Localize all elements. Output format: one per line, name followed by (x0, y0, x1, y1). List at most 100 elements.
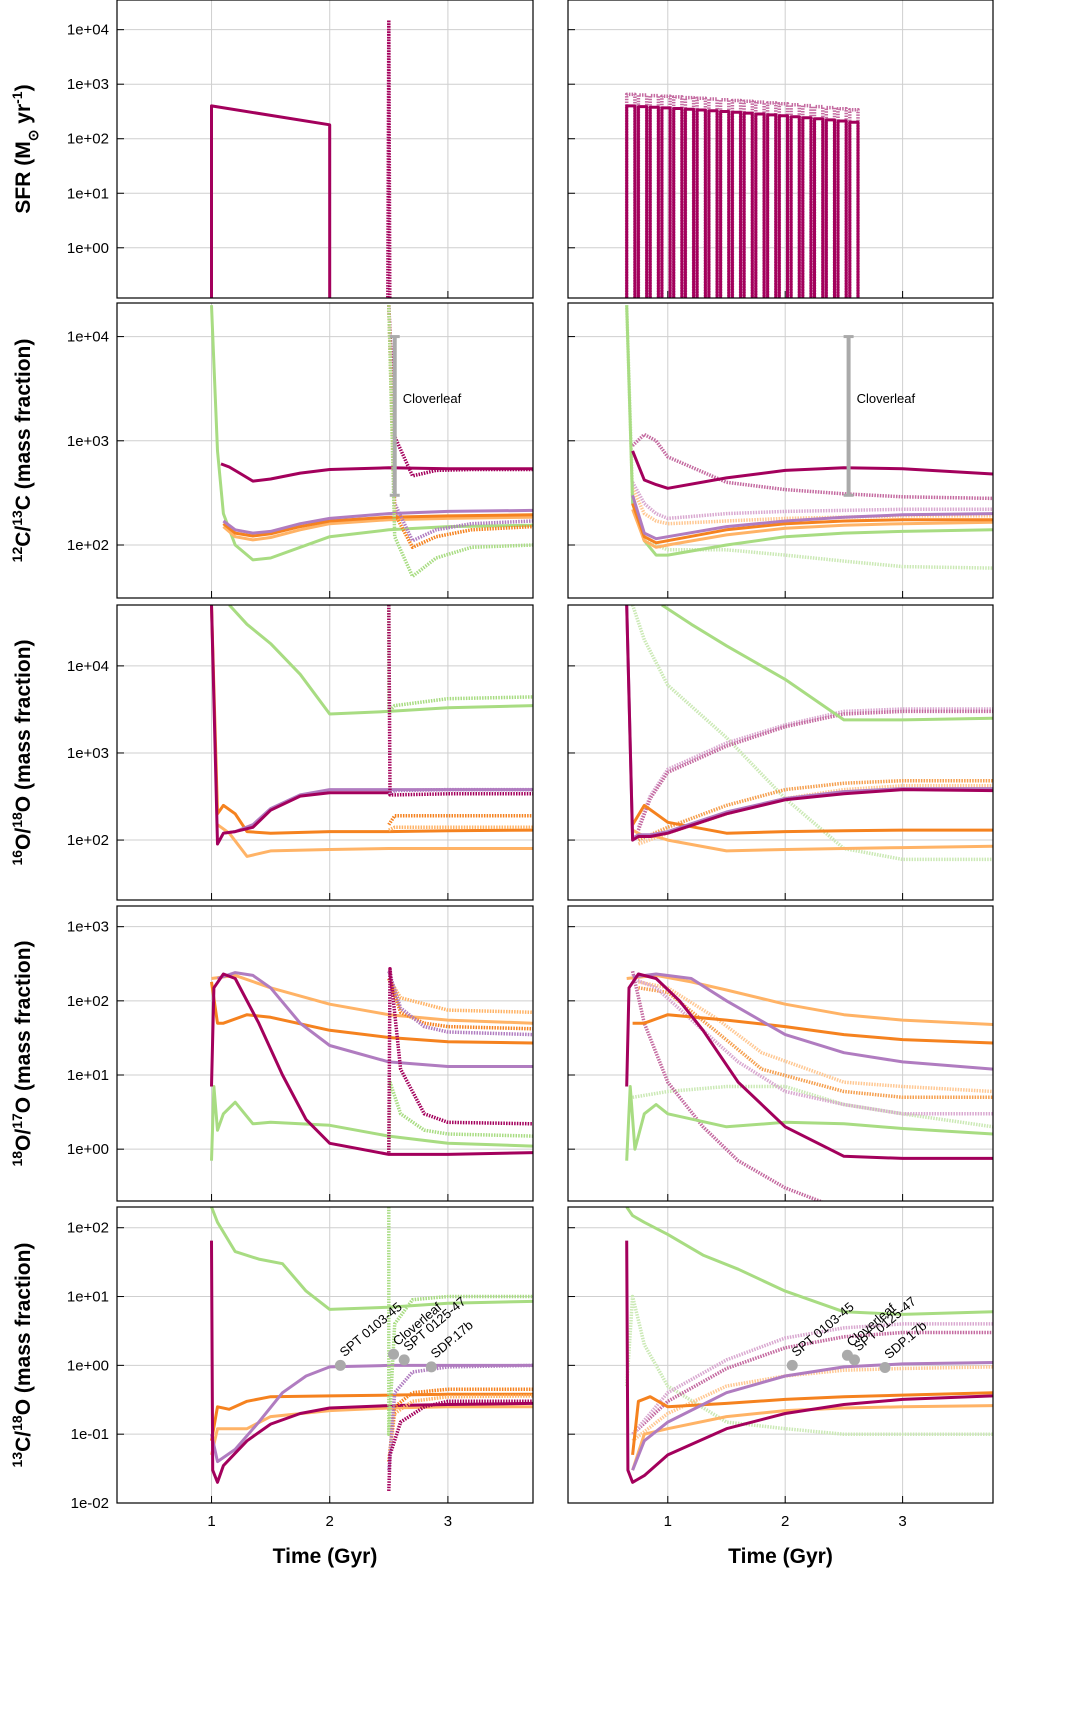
label-part: C/ (12, 526, 35, 547)
series-group (624, 1207, 993, 1484)
label-sup: 16 (9, 850, 25, 866)
series-line (387, 305, 533, 579)
series-line (387, 977, 533, 1015)
series-line (631, 1391, 993, 1456)
panel (567, 905, 994, 1202)
series-line (632, 1013, 993, 1045)
series-line (222, 508, 533, 535)
series-line (220, 462, 533, 483)
label-sup: 12 (9, 547, 25, 563)
series-line (222, 515, 533, 542)
y-tick-label: 1e+03 (67, 745, 109, 762)
series-group (210, 605, 533, 858)
x-tick-label: 2 (326, 1513, 334, 1530)
label-sup: 13 (9, 1452, 25, 1468)
series-group (210, 18, 392, 298)
label-part: yr (12, 104, 35, 130)
label-part: ) (12, 84, 35, 91)
y-axis-label: 13C/18O (mass fraction) (9, 1243, 35, 1468)
x-tick-label: 1 (207, 1513, 215, 1530)
series-line (630, 605, 993, 862)
series-line (630, 970, 825, 1201)
series-line (387, 305, 533, 478)
label-sup: 18 (9, 1151, 25, 1167)
series-line (222, 513, 533, 538)
series-line (638, 986, 993, 1100)
series-line (211, 973, 533, 1025)
y-tick-label: 1e+00 (67, 1357, 109, 1374)
panel-frame (116, 0, 534, 299)
panel-frame (567, 0, 994, 299)
data-point (425, 1361, 437, 1373)
data-point (848, 1354, 860, 1366)
series-line (210, 981, 533, 1045)
series-line (387, 787, 533, 797)
label-part: O (mass fraction) (12, 1243, 35, 1416)
series-line (625, 1207, 993, 1316)
label-sup: 13 (9, 510, 25, 526)
series-group (625, 605, 993, 862)
x-axis-label: Time (Gyr) (273, 1545, 378, 1568)
y-tick-label: 1e+03 (67, 76, 109, 93)
series-line (632, 972, 993, 1071)
y-axis-label: 12C/13C (mass fraction) (9, 339, 35, 563)
annotation-label: Cloverleaf (403, 391, 462, 406)
series-group (624, 305, 993, 570)
series-line (625, 605, 993, 842)
series-line (387, 1363, 533, 1471)
series-line (631, 1322, 993, 1436)
series-line (387, 605, 533, 797)
series-line (625, 605, 993, 840)
label-sup: 18 (9, 812, 25, 828)
series-line (217, 971, 533, 1068)
series-line (625, 1240, 993, 1484)
series-line (387, 1387, 533, 1462)
series-line (631, 1330, 993, 1436)
y-tick-label: 1e+02 (67, 537, 109, 554)
series-line (210, 972, 533, 1156)
data-point (334, 1359, 346, 1371)
series-line (631, 487, 993, 526)
y-tick-label: 1e+01 (67, 1067, 109, 1084)
series-line (631, 503, 993, 545)
series-line (210, 1363, 533, 1464)
annotation-label: Cloverleaf (857, 391, 916, 406)
series-line (637, 778, 993, 842)
series-line (636, 707, 993, 828)
series-group (210, 967, 533, 1161)
series-line (631, 803, 993, 835)
x-tick-label: 3 (898, 1513, 906, 1530)
panel-frame (567, 302, 994, 599)
label-sub: ⊙ (25, 130, 41, 142)
label-part: O/ (12, 828, 35, 850)
y-axis-label: SFR (M⊙ yr-1) (9, 84, 41, 213)
series-line (210, 104, 332, 298)
data-point (879, 1362, 891, 1374)
panel-frame (116, 604, 534, 901)
series-line (631, 494, 993, 541)
series-line (387, 305, 533, 543)
series-line (632, 1084, 993, 1129)
label-sup: -1 (9, 91, 25, 104)
series-line (631, 432, 993, 501)
series-line (387, 814, 533, 826)
panel (567, 604, 994, 901)
series-line (631, 481, 993, 521)
series-line (661, 605, 993, 722)
panel-frame (116, 1206, 534, 1504)
series-line (636, 709, 993, 831)
series-line (631, 450, 993, 490)
x-tick-label: 1 (664, 1513, 672, 1530)
series-line (387, 1080, 533, 1153)
series-line (631, 976, 993, 1116)
series-line (387, 605, 533, 714)
y-tick-label: 1e+04 (67, 658, 109, 675)
label-sup: 17 (9, 1113, 25, 1129)
panel: 1e+02 1e+03 1e+04 16O/18O (mass fraction) (9, 604, 534, 901)
series-line (387, 1207, 533, 1436)
series-line (625, 972, 993, 1160)
label-part: C/ (12, 1431, 35, 1452)
